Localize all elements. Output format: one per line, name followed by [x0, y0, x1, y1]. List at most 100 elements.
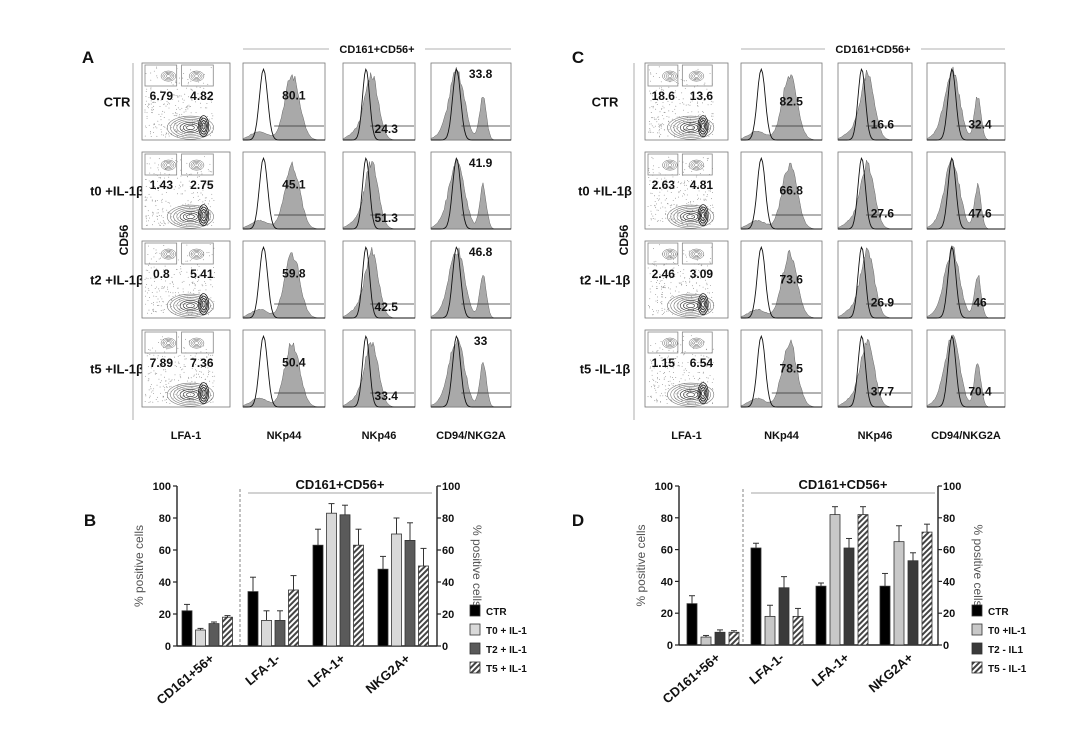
histogram-percent: 73.6: [780, 273, 804, 287]
y-axis-label: % positive cells: [634, 524, 648, 606]
histogram-percent: 26.9: [871, 296, 895, 310]
column-label: LFA-1: [671, 430, 702, 442]
column-label: NKp44: [267, 430, 303, 442]
y-tick-label-right: 100: [943, 481, 961, 493]
contour-plot: [141, 240, 231, 319]
histogram-percent: 42.5: [375, 300, 399, 314]
legend-swatch: [971, 623, 983, 636]
control-histogram: [343, 245, 415, 319]
y-tick-label-right: 40: [442, 577, 454, 589]
gate-box: [681, 64, 713, 87]
histogram-percent: 66.8: [780, 184, 804, 198]
panel-letter: B: [84, 511, 96, 530]
histogram-percent: 37.7: [871, 385, 895, 399]
histogram-percent: 33.4: [375, 389, 399, 403]
legend-label: T5 - IL-1: [988, 664, 1027, 675]
y-tick-label: 100: [655, 481, 673, 493]
legend-swatch: [971, 661, 983, 674]
bar: [893, 541, 905, 646]
histogram: [242, 329, 326, 408]
control-histogram: [927, 335, 1005, 408]
gate-percent: 7.89: [150, 356, 174, 370]
bar: [907, 560, 919, 646]
histogram-percent: 16.6: [871, 118, 895, 132]
legend-swatch: [971, 642, 983, 655]
bar: [792, 615, 804, 646]
histogram: [342, 151, 416, 230]
x-tick-label: LFA-1-: [746, 650, 787, 687]
bar-chart-b: B CD161+CD56+ 0 0 20 20 40 40 60 60 80 80 100 100 % po…: [84, 477, 527, 707]
row-label: t2 -IL-1β: [580, 273, 631, 288]
control-histogram: [343, 156, 415, 230]
gate-box: [647, 242, 679, 265]
y-axis-label-right: % positive cells: [971, 524, 985, 606]
flow-panel-a: A CD161+CD56+ CD56 LFA-1 NKp44 NKp46 CD94/NKG2…: [82, 44, 512, 442]
bar: [208, 623, 220, 647]
histogram: [342, 62, 416, 141]
control-histogram: [927, 246, 1005, 319]
y-axis-label-right: % positive cells: [470, 525, 484, 607]
y-tick-label: 60: [661, 545, 673, 557]
histogram-percent: 27.6: [871, 207, 895, 221]
gate-percent: 6.54: [690, 356, 714, 370]
panel-letter: A: [82, 48, 94, 67]
gate-box: [647, 331, 679, 354]
y-tick-label-right: 80: [943, 513, 955, 525]
bar: [418, 565, 429, 647]
legend-label: T0 + IL-1: [486, 626, 527, 637]
x-tick-label: NKG2A+: [866, 650, 917, 696]
bar: [700, 636, 712, 646]
bar: [353, 544, 364, 647]
bar: [778, 587, 790, 646]
gate-percent: 1.15: [652, 356, 676, 370]
histogram: [926, 62, 1006, 141]
control-histogram: [741, 334, 822, 408]
legend-swatch: [469, 623, 481, 636]
column-label: LFA-1: [171, 430, 202, 442]
column-label: NKp46: [362, 430, 397, 442]
histogram: [740, 329, 823, 408]
gate-box: [681, 331, 713, 354]
bar: [764, 615, 776, 646]
y-tick-label-right: 40: [943, 576, 955, 588]
control-histogram: [343, 67, 415, 141]
histogram: [926, 240, 1006, 319]
column-label: CD94/NKG2A: [931, 430, 1001, 442]
histogram-percent: 41.9: [469, 156, 493, 170]
histogram: [430, 62, 512, 141]
x-tick-label: CD161+56+: [660, 650, 724, 707]
histogram-percent: 80.1: [282, 88, 306, 102]
contour-plot: [141, 151, 231, 230]
row-label: t0 +IL-1β: [90, 184, 144, 199]
gate-box: [144, 153, 178, 176]
y-tick-label: 100: [153, 481, 171, 493]
legend-label: T0 +IL-1: [988, 626, 1027, 637]
bar: [750, 547, 762, 646]
bar: [274, 620, 286, 647]
y-axis-label: CD56: [117, 224, 131, 255]
control-histogram: [838, 157, 912, 230]
histogram: [837, 62, 913, 141]
gate-box: [681, 153, 713, 176]
bar: [288, 589, 299, 647]
panel-letter: C: [572, 48, 584, 67]
legend-label: T5 + IL-1: [486, 664, 527, 675]
gate-percent: 7.36: [190, 356, 214, 370]
y-tick-label: 40: [159, 577, 171, 589]
bar: [195, 629, 206, 647]
contour-plot: [141, 329, 231, 408]
bar: [391, 533, 402, 647]
histogram-percent: 32.4: [968, 118, 992, 132]
control-histogram: [243, 156, 325, 230]
gate-percent: 13.6: [690, 89, 714, 103]
histogram-percent: 46: [973, 296, 987, 310]
histogram: [740, 240, 823, 319]
bar: [815, 585, 827, 646]
legend-swatch: [469, 642, 481, 655]
y-tick-label: 0: [667, 640, 673, 652]
control-histogram: [927, 157, 1005, 230]
bar: [261, 620, 272, 647]
histogram-percent: 24.3: [375, 122, 399, 136]
gate-box: [144, 242, 178, 265]
